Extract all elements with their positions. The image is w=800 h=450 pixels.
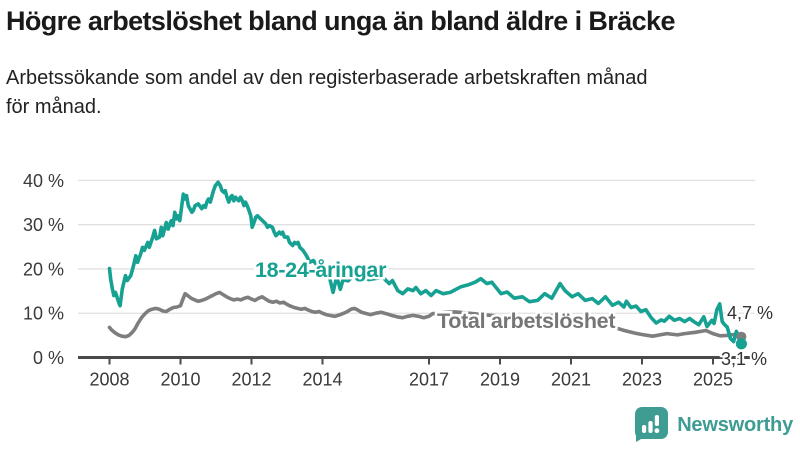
- series-label-youth: 18-24-åringar: [255, 258, 387, 282]
- final-value-label-total: 4,7 %: [727, 303, 773, 323]
- y-axis-label-20: 20 %: [23, 259, 64, 279]
- unemployment-line-chart: 0 % 10 % 20 % 30 % 40 % 2008 2010 2012 2014 2017 2…: [23, 171, 775, 390]
- chart-subtitle: Arbetssökande som andel av den registerb…: [6, 64, 786, 122]
- x-axis-label-2008: 2008: [89, 370, 129, 390]
- page-title: Högre arbetslöshet bland unga än bland ä…: [6, 6, 675, 36]
- y-axis-label-30: 30 %: [23, 215, 64, 235]
- final-value-label-youth: 3,1 %: [721, 349, 767, 369]
- subtitle-line-2: för månad.: [6, 96, 102, 118]
- series-line-total: [107, 290, 744, 339]
- y-axis-label-0: 0 %: [33, 348, 64, 368]
- newsworthy-logo: Newsworthy: [633, 406, 793, 445]
- x-axis-label-2012: 2012: [231, 370, 271, 390]
- series-line-youth: [107, 180, 744, 346]
- x-axis-label-2023: 2023: [622, 370, 662, 390]
- y-axis-label-40: 40 %: [23, 171, 64, 191]
- y-axis-label-10: 10 %: [23, 304, 64, 324]
- x-axis-label-2025: 2025: [693, 370, 733, 390]
- x-axis-label-2019: 2019: [480, 370, 520, 390]
- newsworthy-speech-bubble-bar-chart-icon: [635, 407, 669, 442]
- series-label-total: Total arbetslöshet: [437, 309, 615, 333]
- x-axis-label-2010: 2010: [160, 370, 200, 390]
- x-axis-label-2014: 2014: [302, 370, 342, 390]
- series-end-dot-youth: [735, 338, 748, 350]
- newsworthy-wordmark: Newsworthy: [677, 414, 793, 436]
- x-axis-label-2017: 2017: [409, 370, 449, 390]
- subtitle-line-1: Arbetssökande som andel av den registerb…: [6, 67, 648, 89]
- x-axis-label-2021: 2021: [551, 370, 591, 390]
